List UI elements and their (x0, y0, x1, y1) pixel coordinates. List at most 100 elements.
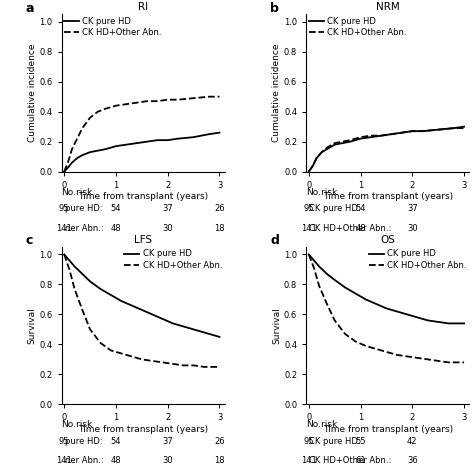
Text: No.risk: No.risk (306, 188, 337, 197)
CK HD+Other Abn. (347, 137, 353, 143)
CK HD+Other Abn. (72, 286, 77, 292)
CK HD+Other Abn. (87, 115, 93, 120)
Text: pure HD:: pure HD: (65, 437, 102, 446)
Text: No.risk: No.risk (306, 420, 337, 429)
CK HD+Other Abn. (306, 169, 311, 174)
Text: 95: 95 (59, 437, 70, 446)
Title: RI: RI (138, 2, 148, 12)
CK HD+Other Abn. (339, 139, 345, 145)
CK HD+Other Abn. (61, 169, 67, 174)
Text: 141: 141 (56, 456, 72, 465)
Text: 18: 18 (214, 456, 225, 465)
Text: 95: 95 (303, 437, 314, 446)
Y-axis label: Survival: Survival (27, 307, 36, 344)
CK pure HD (95, 148, 100, 154)
Line: CK pure HD: CK pure HD (309, 127, 464, 172)
CK pure HD (80, 271, 85, 277)
CK HD+Other Abn. (332, 140, 337, 146)
CK pure HD (113, 143, 119, 149)
Line: CK pure HD: CK pure HD (64, 255, 219, 337)
Text: 37: 37 (407, 204, 418, 213)
CK HD+Other Abn. (69, 146, 75, 152)
CK pure HD (358, 136, 364, 142)
CK HD+Other Abn. (80, 307, 85, 313)
CK HD+Other Abn. (394, 352, 400, 358)
Text: d: d (270, 234, 279, 247)
CK HD+Other Abn. (461, 125, 467, 131)
CK HD+Other Abn. (165, 97, 171, 102)
CK pure HD (319, 149, 325, 155)
CK pure HD (103, 146, 109, 152)
X-axis label: Time from transplant (years): Time from transplant (years) (323, 425, 453, 434)
CK pure HD (332, 277, 337, 283)
CK pure HD (339, 140, 345, 146)
Title: NRM: NRM (376, 2, 400, 12)
CK HD+Other Abn. (399, 130, 405, 136)
CK HD+Other Abn. (87, 327, 93, 332)
CK pure HD (347, 139, 353, 145)
CK HD+Other Abn. (80, 125, 85, 131)
CK pure HD (324, 146, 330, 152)
CK HD+Other Abn. (124, 101, 129, 107)
CK pure HD (461, 320, 467, 326)
Y-axis label: Cumulative incidence: Cumulative incidence (272, 44, 281, 142)
Line: CK HD+Other Abn.: CK HD+Other Abn. (309, 255, 464, 363)
CK HD+Other Abn. (332, 318, 337, 323)
CK pure HD (139, 307, 145, 313)
CK HD+Other Abn. (61, 252, 67, 257)
CK pure HD (128, 302, 134, 308)
Legend: CK pure HD, CK HD+Other Abn.: CK pure HD, CK HD+Other Abn. (124, 249, 223, 270)
CK HD+Other Abn. (461, 360, 467, 365)
Text: 48: 48 (110, 224, 121, 233)
CK HD+Other Abn. (383, 349, 389, 355)
Text: CK HD+Other Abn.:: CK HD+Other Abn.: (310, 224, 392, 233)
CK HD+Other Abn. (404, 354, 410, 359)
Text: ner Abn.:: ner Abn.: (65, 224, 103, 233)
CK HD+Other Abn. (363, 343, 369, 349)
CK pure HD (61, 252, 67, 257)
Title: LFS: LFS (134, 235, 152, 245)
Text: CK pure HD:: CK pure HD: (310, 437, 361, 446)
CK HD+Other Abn. (181, 363, 186, 368)
CK HD+Other Abn. (435, 127, 441, 133)
CK pure HD (87, 279, 93, 284)
CK pure HD (181, 324, 186, 329)
CK pure HD (155, 137, 160, 143)
Text: 54: 54 (356, 204, 366, 213)
CK pure HD (332, 142, 337, 147)
CK HD+Other Abn. (306, 252, 311, 257)
Text: 30: 30 (163, 456, 173, 465)
Text: 48: 48 (355, 224, 366, 233)
CK HD+Other Abn. (191, 95, 196, 101)
CK HD+Other Abn. (311, 265, 317, 271)
Text: 18: 18 (214, 224, 225, 233)
Text: 48: 48 (110, 456, 121, 465)
CK pure HD (74, 155, 80, 161)
CK HD+Other Abn. (191, 363, 196, 368)
CK HD+Other Abn. (217, 94, 222, 100)
CK pure HD (314, 155, 319, 161)
X-axis label: Time from transplant (years): Time from transplant (years) (78, 425, 208, 434)
CK HD+Other Abn. (425, 356, 431, 362)
CK pure HD (66, 257, 72, 263)
CK HD+Other Abn. (175, 97, 181, 102)
CK pure HD (425, 318, 431, 323)
CK HD+Other Abn. (389, 131, 394, 137)
Text: 54: 54 (111, 437, 121, 446)
CK HD+Other Abn. (128, 354, 134, 359)
Text: 36: 36 (407, 456, 418, 465)
CK HD+Other Abn. (201, 364, 207, 370)
Text: 26: 26 (214, 204, 225, 213)
CK pure HD (165, 137, 171, 143)
CK pure HD (191, 327, 196, 332)
CK HD+Other Abn. (108, 347, 114, 353)
Text: 42: 42 (407, 437, 418, 446)
CK pure HD (394, 309, 400, 314)
CK pure HD (316, 264, 322, 269)
CK HD+Other Abn. (353, 338, 358, 344)
CK pure HD (217, 130, 222, 136)
Text: 37: 37 (163, 204, 173, 213)
CK pure HD (404, 311, 410, 317)
CK HD+Other Abn. (373, 346, 379, 352)
CK pure HD (69, 160, 75, 165)
